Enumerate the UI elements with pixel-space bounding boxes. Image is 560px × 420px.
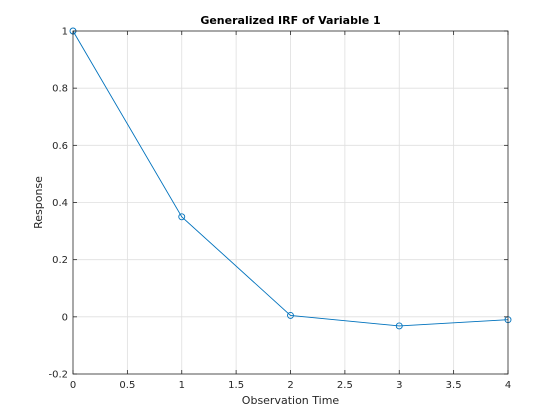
data-point (287, 311, 294, 319)
y-tick-label: 0 (62, 312, 68, 323)
data-point (178, 213, 186, 221)
x-tick-label: 2 (287, 380, 293, 391)
x-tick-label: 0.5 (119, 380, 135, 391)
y-tick-label: 1 (62, 27, 68, 38)
y-tick-label: -0.2 (48, 370, 68, 381)
x-tick-label: 1.5 (228, 380, 244, 391)
x-tick-label: 0 (70, 380, 76, 391)
x-tick-label: 1 (179, 380, 185, 391)
x-tick-label: 4 (505, 380, 511, 391)
tick-layer: 0 0.5 1 1.5 2 2.5 3 3.5 4-0.200.20.40.60.81 (48, 27, 511, 392)
y-tick-label: 0.8 (52, 84, 68, 95)
x-tick-label: 3.5 (446, 380, 462, 391)
y-tick-label: 0.6 (52, 141, 68, 152)
y-tick-label: 0.4 (52, 198, 68, 209)
x-axis-label: Observation Time (242, 394, 340, 407)
chart-title: Generalized IRF of Variable 1 (200, 14, 380, 27)
series-line (72, 30, 509, 327)
data-point (395, 322, 403, 330)
y-axis-label: Response (32, 176, 45, 229)
x-tick-label: 2.5 (337, 380, 353, 391)
x-tick-label: 3 (396, 380, 402, 391)
grid (73, 31, 508, 374)
y-tick-label: 0.2 (52, 255, 68, 266)
